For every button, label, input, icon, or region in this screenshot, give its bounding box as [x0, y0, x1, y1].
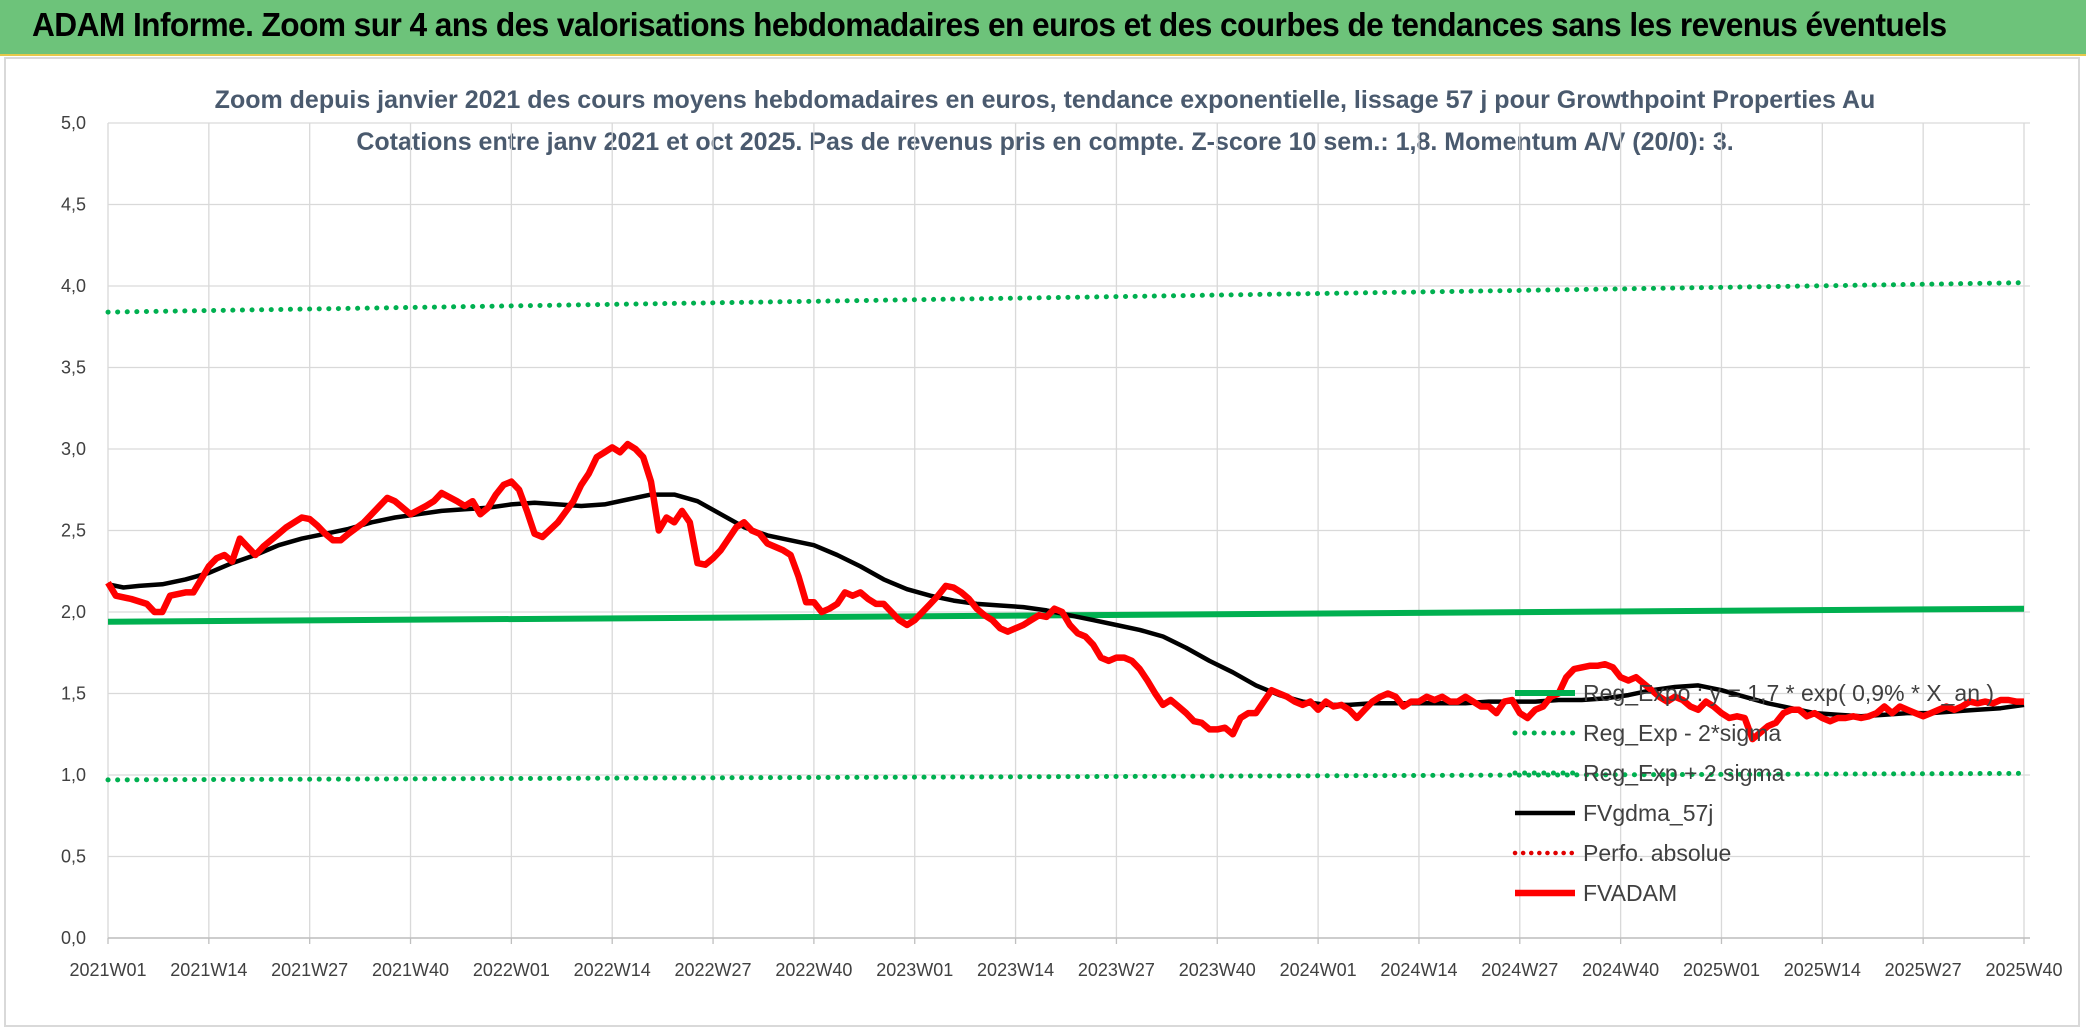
y-tick-label: 0,0: [61, 928, 86, 948]
series-line: [105, 280, 2027, 315]
y-tick-label: 3,5: [61, 358, 86, 378]
x-tick-label: 2022W27: [675, 960, 752, 980]
y-tick-label: 2,5: [61, 521, 86, 541]
x-tick-label: 2024W40: [1582, 960, 1659, 980]
page-title: ADAM Informe. Zoom sur 4 ans des valoris…: [32, 6, 1947, 43]
header-bar: ADAM Informe. Zoom sur 4 ans des valoris…: [0, 0, 2086, 56]
x-tick-label: 2022W01: [473, 960, 550, 980]
x-tick-label: 2024W14: [1380, 960, 1457, 980]
series-line: [105, 770, 2027, 783]
x-tick-label: 2024W01: [1280, 960, 1357, 980]
series-line: [105, 440, 2024, 743]
x-tick-label: 2022W40: [775, 960, 852, 980]
x-tick-label: 2023W14: [977, 960, 1054, 980]
legend-label: FVgdma_57j: [1583, 800, 1713, 826]
x-tick-label: 2025W40: [1985, 960, 2062, 980]
legend-label: Reg_Expo : y = 1,7 * exp( 0,9% * X_an ): [1583, 680, 1994, 706]
y-tick-label: 4,5: [61, 195, 86, 215]
y-tick-label: 0,5: [61, 847, 86, 867]
x-tick-label: 2024W27: [1481, 960, 1558, 980]
legend-label: Reg_Exp - 2*sigma: [1583, 720, 1781, 746]
x-tick-label: 2023W01: [876, 960, 953, 980]
chart-subtitle: Cotations entre janv 2021 et oct 2025. P…: [356, 128, 1733, 156]
x-tick-label: 2025W01: [1683, 960, 1760, 980]
x-tick-label: 2025W14: [1784, 960, 1861, 980]
y-tick-label: 4,0: [61, 276, 86, 296]
chart-frame: [4, 57, 2080, 1027]
legend-label: FVADAM: [1583, 880, 1677, 906]
x-tick-label: 2021W01: [69, 960, 146, 980]
legend-label: Reg_Exp + 2 sigma: [1583, 760, 1785, 786]
x-tick-label: 2021W14: [170, 960, 247, 980]
x-tick-label: 2021W40: [372, 960, 449, 980]
y-tick-label: 3,0: [61, 439, 86, 459]
x-tick-label: 2025W27: [1885, 960, 1962, 980]
chart-title: Zoom depuis janvier 2021 des cours moyen…: [215, 86, 1876, 114]
y-tick-label: 1,5: [61, 684, 86, 704]
x-tick-label: 2023W27: [1078, 960, 1155, 980]
y-tick-label: 5,0: [61, 113, 86, 133]
y-tick-label: 2,0: [61, 602, 86, 622]
x-tick-label: 2023W40: [1179, 960, 1256, 980]
x-tick-label: 2021W27: [271, 960, 348, 980]
legend-label: Perfo. absolue: [1583, 840, 1731, 866]
y-tick-label: 1,0: [61, 765, 86, 785]
x-tick-label: 2022W14: [574, 960, 651, 980]
